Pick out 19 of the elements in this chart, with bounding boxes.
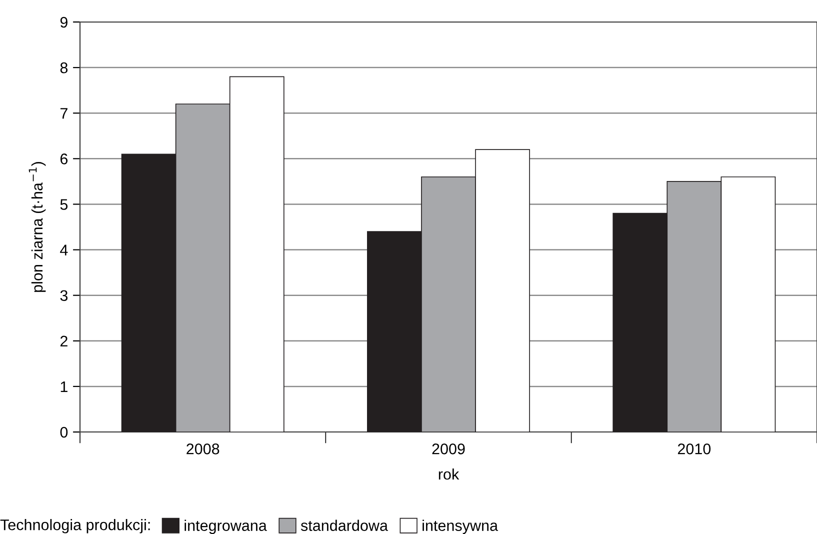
y-axis-title: plon ziarna (t·ha$^{−1}$) bbox=[28, 162, 46, 292]
y-tick-label: 0 bbox=[60, 426, 68, 438]
y-tick-label: 5 bbox=[60, 199, 68, 210]
legend-label: intensywna bbox=[422, 520, 498, 534]
x-tick-label: 2008 bbox=[186, 444, 220, 454]
y-tick-label: 2 bbox=[60, 336, 68, 346]
y-tick-label: 9 bbox=[60, 16, 68, 28]
legend-label: standardowa bbox=[300, 520, 388, 531]
y-tick-label: 1 bbox=[60, 381, 68, 392]
y-tick-label: 3 bbox=[60, 290, 68, 302]
y-tick-label: 8 bbox=[60, 62, 68, 74]
legend-title: Technologia produkcji: bbox=[0, 519, 150, 534]
x-tick-label: 2010 bbox=[678, 444, 711, 454]
x-axis-title: rok bbox=[438, 468, 460, 480]
y-tick-label: 6 bbox=[60, 154, 68, 164]
legend-label: integrowana bbox=[184, 520, 267, 534]
y-tick-label: 7 bbox=[60, 108, 68, 119]
y-tick-label: 4 bbox=[60, 244, 68, 256]
x-tick-label: 2009 bbox=[432, 444, 465, 454]
